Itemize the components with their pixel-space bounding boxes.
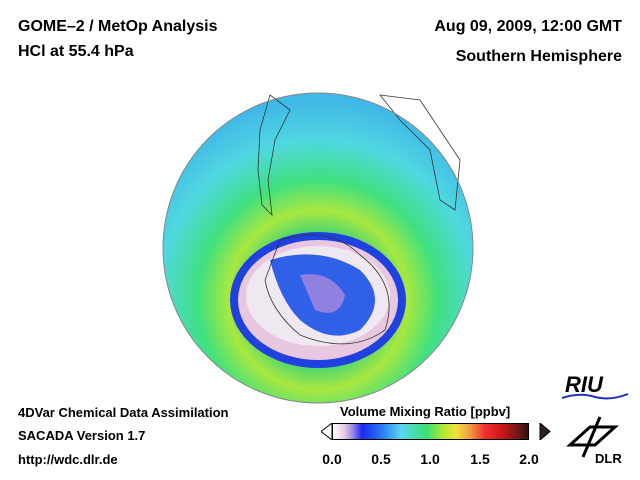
coastlines xyxy=(257,94,461,345)
colorbar xyxy=(332,423,529,440)
riu-wave-icon xyxy=(561,393,629,400)
region-label: Southern Hemisphere xyxy=(455,48,622,65)
footer-line2: SACADA Version 1.7 xyxy=(18,428,146,443)
footer-url[interactable]: http://wdc.dlr.de xyxy=(18,452,118,467)
colorbar-tick: 1.0 xyxy=(420,451,440,467)
dlr-logo-icon xyxy=(566,416,619,458)
colorbar-tick: 0.5 xyxy=(371,451,391,467)
riu-logo: RIU xyxy=(565,372,603,397)
colorbar-tick: 0.0 xyxy=(322,451,342,467)
colorbar-title: Volume Mixing Ratio [ppbv] xyxy=(340,404,511,419)
title: GOME–2 / MetOp Analysis xyxy=(18,18,218,35)
footer-line1: 4DVar Chemical Data Assimilation xyxy=(18,405,229,420)
date-label: Aug 09, 2009, 12:00 GMT xyxy=(434,18,622,35)
colorbar-tick: 1.5 xyxy=(470,451,490,467)
dlr-label: DLR xyxy=(595,451,622,466)
colorbar-tick: 2.0 xyxy=(519,451,539,467)
subtitle: HCl at 55.4 hPa xyxy=(18,43,134,60)
